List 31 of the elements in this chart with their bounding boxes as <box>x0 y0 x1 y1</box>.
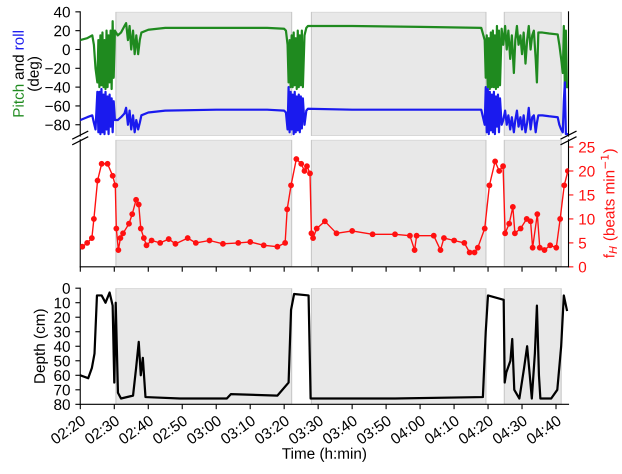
line-series <box>80 20 568 90</box>
y-tick-label: 40 <box>54 6 70 18</box>
y-tick-label: 0 <box>62 283 70 294</box>
y2-tick-label: 5 <box>578 238 586 249</box>
y-tick-label: 70 <box>54 384 70 396</box>
y-axis-title: Depth (cm) <box>34 309 48 383</box>
y2-tick-label: 20 <box>579 166 595 177</box>
y-tick-label: 40 <box>54 341 70 352</box>
text: roll <box>12 31 24 50</box>
y-tick-label: 10 <box>54 298 70 308</box>
y-tick-label: 80 <box>54 399 70 410</box>
y2-tick-label: 15 <box>579 190 595 201</box>
y2-tick-label: 0 <box>578 262 586 273</box>
y2-axis-title: f$_{H}$ (beats min$^{−1}$) <box>600 149 618 258</box>
text: and <box>12 55 24 80</box>
y-tick-label: −80 <box>45 120 70 130</box>
y-tick-label: 60 <box>54 370 70 381</box>
y-axis-title: (deg) <box>28 57 42 91</box>
x-axis-title: Time (h:min) <box>282 448 366 462</box>
y2-tick-label: 25 <box>579 142 595 153</box>
y-tick-label: −20 <box>45 63 70 74</box>
y-tick-label: 50 <box>54 356 70 366</box>
y-tick-label: 30 <box>54 326 70 338</box>
text: Pitch <box>12 84 24 117</box>
y-tick-label: −40 <box>45 82 70 93</box>
line-series <box>80 81 568 136</box>
y2-tick-label: 10 <box>579 214 595 225</box>
y-tick-label: 20 <box>54 26 70 36</box>
y-tick-label: −60 <box>45 100 70 112</box>
y-tick-label: 0 <box>62 44 70 56</box>
y-tick-label: 20 <box>54 312 70 323</box>
